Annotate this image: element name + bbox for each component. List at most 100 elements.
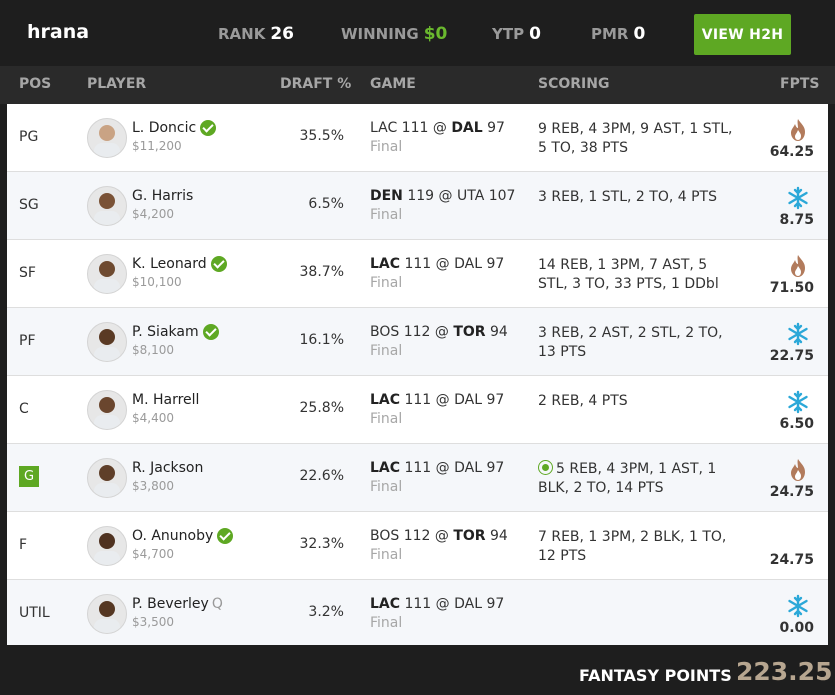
snowflake-icon <box>788 594 808 618</box>
position-label: PF <box>19 333 36 349</box>
pmr-label: PMR <box>591 25 629 43</box>
player-salary: $4,400 <box>132 411 174 425</box>
game-rest: 111 @ DAL 97 <box>400 392 505 408</box>
game-team: LAC <box>370 460 401 476</box>
table-row[interactable]: C M. Harrell $4,400 25.8% LAC 111 @ DAL … <box>7 376 828 444</box>
player-name[interactable]: O. Anunoby <box>132 528 214 544</box>
avatar[interactable] <box>87 526 127 566</box>
avatar[interactable] <box>87 186 127 226</box>
game-status: Final <box>370 547 403 563</box>
fantasy-points-label: FANTASY POINTS <box>579 666 732 685</box>
winning-value: $0 <box>423 24 448 44</box>
check-icon <box>217 528 234 544</box>
col-pos: POS <box>19 76 52 92</box>
check-icon <box>200 120 217 136</box>
game-team: LAC <box>370 596 401 612</box>
avatar[interactable] <box>87 118 127 158</box>
player-name[interactable]: M. Harrell <box>132 392 200 408</box>
game-score: LAC 111 @ DAL 97 <box>370 256 504 272</box>
draft-percent: 25.8% <box>299 400 344 416</box>
game-score: BOS 112 @ TOR 94 <box>370 528 508 544</box>
live-indicator-icon <box>538 460 553 475</box>
position-label: C <box>19 401 29 417</box>
player-name[interactable]: R. Jackson <box>132 460 204 476</box>
fantasy-points: 71.50 <box>769 280 814 296</box>
rank-stat: RANK 26 <box>218 24 294 44</box>
game-score: LAC 111 @ DAL 97 <box>370 596 504 612</box>
snowflake-icon <box>788 390 808 414</box>
player-name[interactable]: L. Doncic <box>132 120 197 136</box>
summary-bar: hrana RANK 26 WINNING $0 YTP 0 PMR 0 VIEW H2… <box>0 0 835 66</box>
fantasy-points: 24.75 <box>769 484 814 500</box>
game-status: Final <box>370 275 403 291</box>
position-label: UTIL <box>19 605 50 621</box>
table-row[interactable]: PF P. Siakam $8,100 16.1% BOS 112 @ TOR … <box>7 308 828 376</box>
scoring-line: 2 REB, 4 PTS <box>538 393 628 409</box>
draft-percent: 6.5% <box>308 196 344 212</box>
draft-percent: 35.5% <box>299 128 344 144</box>
game-score: DEN 119 @ UTA 107 <box>370 188 515 204</box>
game-status: Final <box>370 139 403 155</box>
fantasy-points: 0.00 <box>779 620 814 636</box>
game-team: TOR <box>453 324 486 340</box>
avatar[interactable] <box>87 254 127 294</box>
game-score: BOS 112 @ TOR 94 <box>370 324 508 340</box>
rank-label: RANK <box>218 25 266 43</box>
rank-value: 26 <box>270 24 295 44</box>
table-row[interactable]: SF K. Leonard $10,100 38.7% LAC 111 @ DA… <box>7 240 828 308</box>
position-label: SF <box>19 265 36 281</box>
avatar[interactable] <box>87 390 127 430</box>
view-h2h-button[interactable]: VIEW H2H <box>694 14 791 55</box>
ytp-stat: YTP 0 <box>492 24 541 44</box>
username: hrana <box>27 21 90 43</box>
game-rest: 119 @ UTA 107 <box>402 188 516 204</box>
snowflake-icon <box>788 322 808 346</box>
game-status: Final <box>370 207 403 223</box>
avatar[interactable] <box>87 594 127 634</box>
game-team: TOR <box>453 528 486 544</box>
draft-percent: 3.2% <box>308 604 344 620</box>
table-row[interactable]: F O. Anunoby $4,700 32.3% BOS 112 @ TOR … <box>7 512 828 580</box>
fantasy-points: 24.75 <box>769 552 814 568</box>
game-team: LAC <box>370 256 401 272</box>
scoring-line: 7 REB, 1 3PM, 2 BLK, 1 TO, 12 PTS <box>538 529 727 564</box>
game-rest: 94 <box>485 528 508 544</box>
player-name[interactable]: K. Leonard <box>132 256 207 272</box>
column-header: POS PLAYER DRAFT % GAME SCORING FPTS <box>0 66 835 104</box>
ytp-value: 0 <box>529 24 541 44</box>
table-row[interactable]: UTIL P. Beverley Q $3,500 3.2% LAC 111 @ … <box>7 580 828 648</box>
scoring-line: 3 REB, 1 STL, 2 TO, 4 PTS <box>538 189 717 205</box>
game-team: DAL <box>451 120 483 136</box>
lineup-table: PG L. Doncic $11,200 35.5% LAC 111 @ DAL… <box>7 104 828 648</box>
game-status: Final <box>370 615 403 631</box>
player-salary: $3,500 <box>132 615 174 629</box>
player-salary: $4,700 <box>132 547 174 561</box>
snowflake-icon <box>788 186 808 210</box>
draft-percent: 16.1% <box>299 332 344 348</box>
scoring-text: 5 REB, 4 3PM, 1 AST, 1 BLK, 2 TO, 14 PTS <box>538 461 717 496</box>
winning-label: WINNING <box>341 25 419 43</box>
game-away: BOS 112 @ <box>370 528 454 544</box>
player-name[interactable]: G. Harris <box>132 188 194 204</box>
player-salary: $10,100 <box>132 275 182 289</box>
scoring-line: 3 REB, 2 AST, 2 STL, 2 TO, 13 PTS <box>538 325 723 360</box>
table-row[interactable]: PG L. Doncic $11,200 35.5% LAC 111 @ DAL… <box>7 104 828 172</box>
draft-percent: 22.6% <box>299 468 344 484</box>
flame-icon <box>791 119 805 141</box>
player-salary: $4,200 <box>132 207 174 221</box>
pmr-stat: PMR 0 <box>591 24 645 44</box>
check-icon <box>210 256 227 272</box>
player-name[interactable]: P. Siakam <box>132 324 199 340</box>
check-icon <box>202 324 219 340</box>
table-row[interactable]: SG G. Harris $4,200 6.5% DEN 119 @ UTA 1… <box>7 172 828 240</box>
game-rest: 97 <box>482 120 505 136</box>
scoring-line: 14 REB, 1 3PM, 7 AST, 5 STL, 3 TO, 33 PT… <box>538 257 719 292</box>
avatar[interactable] <box>87 322 127 362</box>
avatar[interactable] <box>87 458 127 498</box>
player-name[interactable]: P. Beverley <box>132 596 209 612</box>
table-row[interactable]: G R. Jackson $3,800 22.6% LAC 111 @ DAL … <box>7 444 828 512</box>
position-label: F <box>19 537 28 553</box>
scoring-line: 5 REB, 4 3PM, 1 AST, 1 BLK, 2 TO, 14 PTS <box>538 460 738 498</box>
fantasy-points-total: 223.25 <box>736 657 833 686</box>
